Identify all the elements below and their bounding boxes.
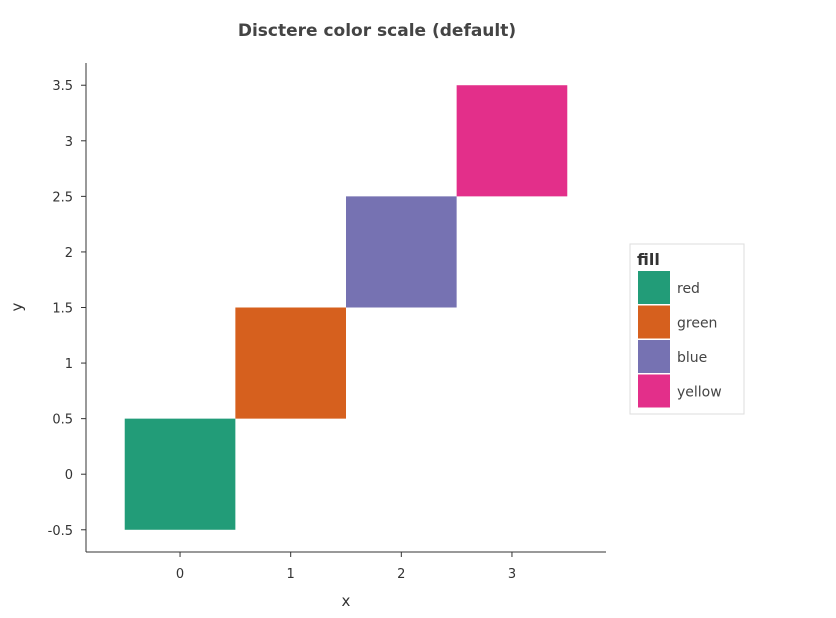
tile-green	[235, 307, 346, 419]
y-tick-label: 0	[65, 468, 73, 483]
y-axis-ticks: -0.5 0 0.5 1 1.5 2 2.5 3 3.5	[48, 79, 86, 539]
x-axis-title: x	[342, 592, 351, 610]
y-tick-label: 1	[65, 357, 73, 372]
x-tick-label: 2	[397, 567, 405, 582]
legend: fill red green blue yellow	[629, 243, 745, 415]
x-tick-label: 0	[176, 567, 184, 582]
chart-title: Disctere color scale (default)	[238, 21, 516, 41]
y-tick-label: 2.5	[52, 190, 73, 205]
legend-label-red: red	[677, 281, 700, 297]
y-tick-label: 3	[65, 135, 73, 150]
y-axis-title: y	[8, 302, 26, 311]
x-tick-label: 1	[287, 567, 295, 582]
legend-swatch-yellow	[638, 374, 670, 408]
legend-label-yellow: yellow	[677, 385, 722, 401]
y-tick-label: 1.5	[52, 302, 73, 317]
plot-area	[124, 85, 568, 530]
tile-yellow	[456, 85, 568, 197]
legend-label-green: green	[677, 316, 717, 332]
x-tick-label: 3	[508, 567, 516, 582]
y-tick-label: 2	[65, 246, 73, 261]
legend-label-blue: blue	[677, 350, 707, 366]
legend-title: fill	[637, 250, 660, 269]
x-axis-ticks: 0 1 2 3	[176, 552, 516, 582]
legend-swatch-green	[638, 305, 670, 339]
legend-swatch-red	[638, 271, 670, 304]
legend-swatch-blue	[638, 340, 670, 373]
y-tick-label: 0.5	[52, 413, 73, 428]
y-tick-label: -0.5	[48, 524, 73, 539]
legend-items: red green blue yellow	[638, 271, 722, 408]
y-tick-label: 3.5	[52, 79, 73, 94]
tile-red	[124, 418, 236, 530]
tile-blue	[346, 196, 457, 308]
